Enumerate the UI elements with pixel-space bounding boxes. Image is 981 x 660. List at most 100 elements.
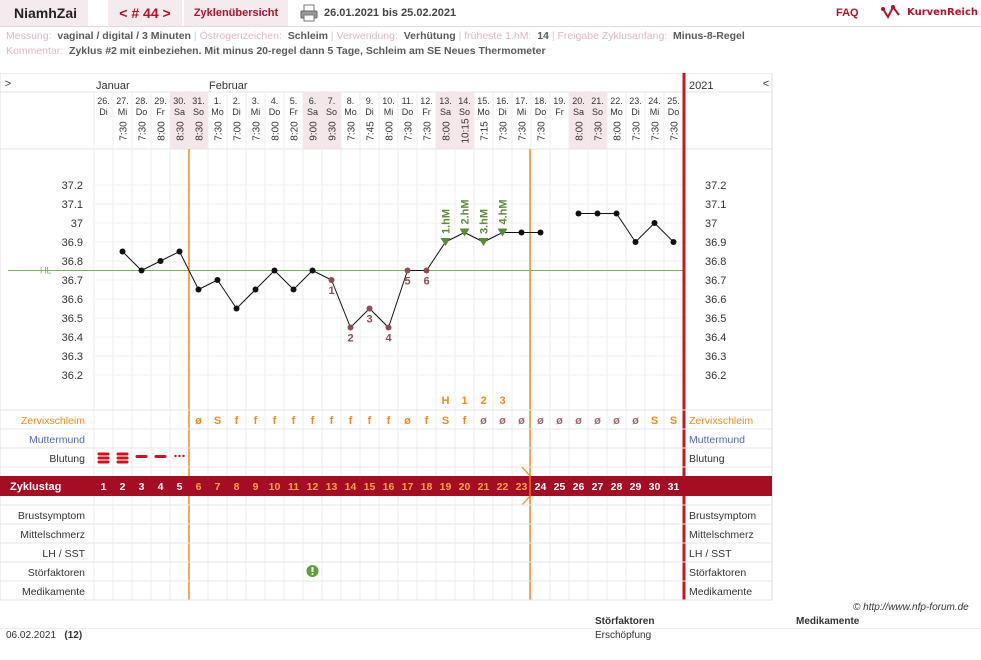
cycle-day-number: 8 <box>234 481 240 493</box>
cycle-navigator[interactable]: < # 44 > <box>108 0 182 26</box>
y-tick-right: 37 <box>705 218 717 230</box>
release-label: Freigabe Zyklusanfang: <box>557 30 668 42</box>
day-weekday: Sa <box>307 107 318 117</box>
temp-line-segment <box>217 279 237 309</box>
measure-time: 7:30 <box>632 121 643 141</box>
disturbance-icon-dot <box>311 573 314 575</box>
temp-point <box>176 248 183 255</box>
y-tick-right: 36.4 <box>705 332 726 344</box>
row-label-bleeding: Blutung <box>49 453 85 465</box>
print-icon[interactable] <box>300 4 318 22</box>
measure-time: 8:00 <box>613 121 624 141</box>
cycle-day-number: 12 <box>307 481 319 493</box>
temp-point <box>347 324 354 331</box>
y-tick-left: 37.2 <box>62 180 83 192</box>
mucus-value: f <box>349 415 353 427</box>
bleeding-medium-mark <box>135 455 148 458</box>
higher-temp-marker <box>459 228 470 237</box>
mucus-value: f <box>330 415 334 427</box>
measure-time: 8:00 <box>157 121 168 141</box>
footer-entry: 06.02.2021 (12) <box>6 630 82 641</box>
y-tick-right: 37.1 <box>705 199 726 211</box>
disturbance-value: Erschöpfung <box>595 630 652 641</box>
day-weekday: Di <box>232 107 241 117</box>
mucus-value: f <box>254 415 258 427</box>
y-tick-left: 36.4 <box>62 332 83 344</box>
measure-time: 7:30 <box>423 121 434 141</box>
day-date: 6. <box>309 96 317 106</box>
day-weekday: So <box>592 107 603 117</box>
mucus-value: ø <box>195 415 202 427</box>
bleeding-heavy-mark <box>97 456 110 460</box>
bleeding-spotting-mark <box>178 454 181 458</box>
day-weekday: Mi <box>384 107 394 117</box>
bleeding-heavy-mark <box>116 456 129 460</box>
day-weekday: Sa <box>440 107 451 117</box>
mucus-value: ø <box>518 415 525 427</box>
day-date: 27. <box>116 96 129 106</box>
cycle-day-number: 22 <box>497 481 509 493</box>
day-weekday: Fr <box>422 107 431 117</box>
y-tick-right: 36.5 <box>705 313 726 325</box>
weekend-shade <box>588 92 607 149</box>
day-weekday: Sa <box>573 107 584 117</box>
y-tick-right: 36.6 <box>705 294 726 306</box>
day-weekday: Do <box>668 107 680 117</box>
temp-point <box>157 258 164 264</box>
high-temp-label: 2.hM <box>460 199 472 224</box>
y-tick-left: 36.9 <box>62 237 83 249</box>
temp-point <box>119 248 126 255</box>
day-weekday: Fr <box>289 107 298 117</box>
month-label-february: Februar <box>209 80 248 92</box>
cycle-day-number: 24 <box>535 481 547 493</box>
measure-time: 7:30 <box>347 121 358 141</box>
low-temp-label: 4 <box>385 333 392 345</box>
high-temp-label: 1.hM <box>441 209 453 234</box>
day-date: 30. <box>173 96 186 106</box>
temp-line-segment <box>274 270 294 290</box>
measure-time: 7:45 <box>366 121 377 141</box>
temp-line-segment <box>388 270 408 328</box>
day-date: 5. <box>290 96 298 106</box>
measure-time: 7:30 <box>214 121 225 141</box>
y-tick-right: 36.7 <box>705 275 726 287</box>
measure-time: 9:30 <box>328 121 339 141</box>
measure-time: 7:30 <box>518 121 529 141</box>
cycle-day-number: 6 <box>196 481 202 493</box>
y-tick-left: 36.6 <box>62 294 83 306</box>
mucus-value: f <box>235 415 239 427</box>
entry-cycle-day: (12) <box>64 630 83 641</box>
measure-time: 7:30 <box>404 121 415 141</box>
cycle-day-number: 10 <box>269 481 281 493</box>
y-tick-right: 36.8 <box>705 256 726 268</box>
y-tick-left: 37 <box>71 218 83 230</box>
mucus-value: ø <box>632 415 639 427</box>
weekend-shade <box>303 92 322 149</box>
day-date: 8. <box>347 96 355 106</box>
mucus-value: ø <box>575 415 582 427</box>
measure-time: 8:30 <box>195 121 206 141</box>
cycle-day-number: 16 <box>383 481 395 493</box>
measure-time: 7:30 <box>594 121 605 141</box>
day-weekday: Fr <box>156 107 165 117</box>
bleeding-heavy-mark <box>116 452 129 456</box>
cycle-day-number: 17 <box>402 481 414 493</box>
row-label-bleeding-right: Blutung <box>689 453 725 465</box>
faq-link[interactable]: FAQ <box>836 7 859 19</box>
measure-time: 7:30 <box>499 121 510 141</box>
measure-label: Messung: <box>6 30 52 42</box>
day-weekday: Mi <box>251 107 261 117</box>
row-label-cervix: Muttermund <box>29 434 85 446</box>
day-date: 12. <box>420 96 433 106</box>
mucus-value: f <box>368 415 372 427</box>
cycle-chart: > <Januar Februar 202126.Di27.Mi7:3028.Do7:… <box>0 73 773 601</box>
measure-time: 7:30 <box>537 121 548 141</box>
bleeding-heavy-mark <box>97 452 110 456</box>
cycle-overview-tab[interactable]: Zyklenübersicht <box>184 0 288 26</box>
day-weekday: Di <box>365 107 374 117</box>
y-tick-right: 37.2 <box>705 180 726 192</box>
temp-line-segment <box>654 222 674 243</box>
bottom-row-label-right: Störfaktoren <box>689 567 746 579</box>
cycle-day-number: 20 <box>459 481 471 493</box>
cycle-day-number: 3 <box>139 481 145 493</box>
